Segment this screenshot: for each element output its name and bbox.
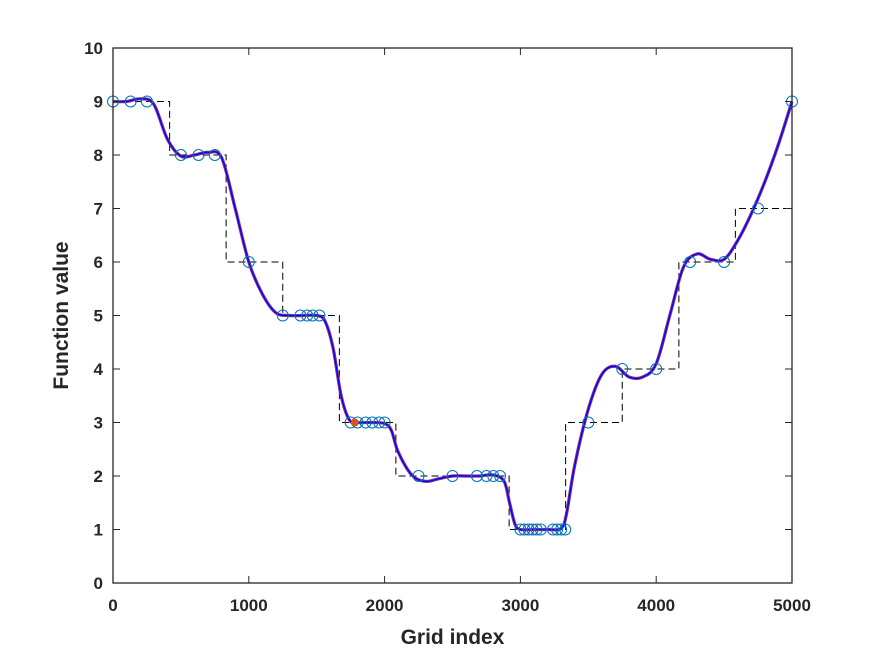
sample-point-marker bbox=[192, 149, 205, 161]
y-tick-label: 8 bbox=[94, 146, 103, 165]
series-layer bbox=[107, 95, 798, 536]
x-tick-label: 3000 bbox=[501, 596, 539, 615]
sample-point-marker bbox=[276, 309, 289, 322]
sample-point-marker bbox=[378, 416, 391, 429]
sample-point-marker bbox=[412, 470, 425, 482]
x-tick-label: 2000 bbox=[366, 596, 404, 615]
axes-box bbox=[112, 47, 793, 584]
sample-point-marker bbox=[480, 470, 493, 482]
sample-point-marker bbox=[294, 309, 307, 322]
y-tick-label: 6 bbox=[94, 253, 103, 272]
sample-point-marker bbox=[366, 416, 379, 429]
y-tick-label: 4 bbox=[94, 360, 104, 379]
sample-point-marker bbox=[752, 202, 765, 215]
sample-point-marker bbox=[487, 470, 500, 482]
sample-point-marker bbox=[518, 523, 531, 536]
ticks-layer: 0 1000 2000 3000 4000 5000 0 1 2 3 4 5 6 7 8 9 10 bbox=[84, 39, 811, 615]
x-tick-label: 5000 bbox=[773, 596, 811, 615]
sample-point-marker bbox=[306, 309, 319, 322]
sample-point-marker bbox=[208, 149, 221, 161]
sample-point-marker bbox=[546, 523, 559, 536]
y-tick-label: 7 bbox=[94, 200, 103, 219]
x-tick-label: 1000 bbox=[230, 596, 268, 615]
sample-point-marker bbox=[650, 363, 663, 375]
smooth-curve-inner bbox=[112, 98, 793, 531]
sample-point-marker bbox=[522, 523, 535, 536]
x-axis-label: Grid index bbox=[401, 626, 505, 649]
sample-point-marker bbox=[559, 523, 572, 536]
y-tick-label: 10 bbox=[84, 39, 103, 58]
sample-point-marker bbox=[124, 95, 137, 108]
y-tick-label: 3 bbox=[94, 414, 103, 433]
x-tick-label: 0 bbox=[108, 596, 117, 615]
sample-point-marker bbox=[582, 416, 595, 429]
y-tick-label: 5 bbox=[94, 307, 103, 326]
sample-point-marker bbox=[534, 523, 547, 536]
y-tick-label: 0 bbox=[94, 574, 103, 593]
sample-point-marker bbox=[301, 309, 314, 322]
sample-point-marker bbox=[718, 256, 731, 268]
sample-point-marker bbox=[555, 523, 568, 536]
sample-point-marker bbox=[551, 523, 564, 536]
sample-point-marker bbox=[616, 363, 629, 375]
sample-point-marker bbox=[684, 256, 697, 268]
sample-point-marker bbox=[140, 95, 153, 108]
sample-point-marker bbox=[242, 256, 255, 268]
sample-point-marker bbox=[446, 470, 459, 482]
sample-point-marker bbox=[313, 309, 326, 322]
y-tick-label: 1 bbox=[94, 521, 103, 540]
sample-point-marker bbox=[470, 470, 483, 482]
y-axis-label: Function value bbox=[50, 241, 73, 389]
sample-point-marker bbox=[359, 416, 372, 429]
sample-point-marker bbox=[514, 523, 527, 536]
highlight-point-marker bbox=[350, 418, 359, 427]
sample-point-marker bbox=[530, 523, 543, 536]
sample-point-marker bbox=[174, 149, 187, 161]
y-tick-label: 9 bbox=[94, 93, 103, 112]
y-tick-label: 2 bbox=[94, 467, 103, 486]
plot-area bbox=[113, 48, 792, 583]
x-tick-label: 4000 bbox=[637, 596, 675, 615]
sample-point-marker bbox=[373, 416, 386, 429]
sample-point-marker bbox=[526, 523, 539, 536]
sample-point-marker bbox=[494, 470, 507, 482]
